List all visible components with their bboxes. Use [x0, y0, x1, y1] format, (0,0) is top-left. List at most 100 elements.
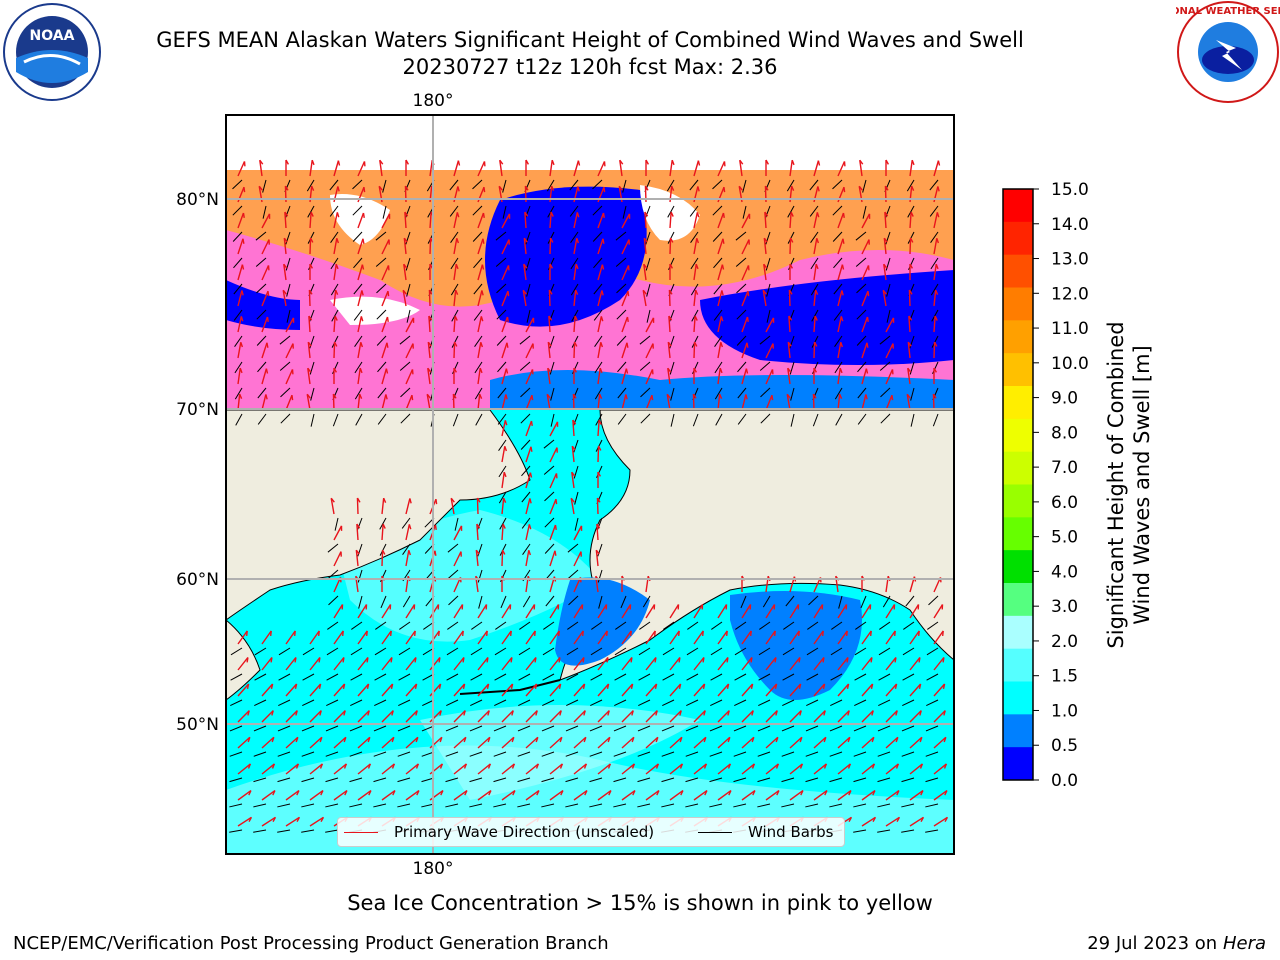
wave-direction-arrow: [813, 763, 827, 775]
wave-direction-arrow: [402, 290, 407, 307]
wave-arrow-head: [747, 291, 750, 297]
wave-arrow-head: [343, 763, 348, 769]
wind-barb: [401, 517, 411, 529]
wave-direction-arrow: [525, 657, 537, 671]
wave-direction-arrow: [837, 604, 848, 619]
wave-direction-arrow: [525, 317, 535, 333]
wave-direction-arrow: [861, 683, 874, 697]
wave-arrow-head: [507, 291, 510, 297]
wind-barb: [786, 179, 795, 192]
wind-barb: [853, 803, 867, 808]
wave-arrow-head: [771, 395, 774, 401]
wave-direction-arrow: [813, 341, 816, 359]
wave-direction-arrow: [813, 212, 819, 229]
wave-direction-arrow: [813, 238, 818, 255]
wave-arrow-head: [752, 790, 756, 796]
wind-barb: [327, 621, 339, 630]
wave-direction-arrow: [837, 238, 844, 255]
wind-barb: [280, 413, 291, 424]
wind-barb: [570, 231, 579, 243]
wind-barb: [543, 465, 555, 475]
wave-direction-arrow: [333, 710, 346, 723]
wave-arrow-head: [848, 790, 852, 796]
wave-arrow-head: [763, 263, 768, 269]
wave-arrow-head: [270, 657, 273, 663]
wind-barb: [692, 413, 699, 427]
wind-barb: [715, 413, 723, 426]
wave-direction-arrow: [813, 736, 827, 749]
wind-barb: [473, 257, 483, 269]
wind-barb: [570, 257, 579, 270]
wave-direction-arrow: [717, 212, 725, 229]
wave-direction-arrow: [501, 790, 516, 801]
wave-arrow-head: [390, 657, 393, 663]
wave-arrow-head: [727, 763, 732, 769]
legend-barb-label: Wind Barbs: [748, 823, 834, 841]
wave-direction-arrow: [621, 604, 632, 619]
wind-barb: [882, 595, 891, 608]
wind-barb: [733, 777, 747, 783]
wind-barb: [307, 205, 315, 218]
wind-barb: [931, 309, 939, 322]
wind-barb: [737, 387, 747, 399]
wind-barb: [594, 387, 603, 400]
wave-direction-arrow: [789, 763, 803, 775]
wave-direction-arrow: [645, 657, 657, 671]
wind-barb: [686, 699, 699, 707]
wind-barb: [646, 283, 651, 297]
wave-arrow-head: [671, 185, 675, 191]
wave-direction-arrow: [405, 790, 420, 801]
footer-date: 29 Jul 2023 on Hera: [1087, 933, 1266, 954]
wind-barb: [615, 257, 627, 267]
wave-arrow-head: [695, 263, 699, 270]
wave-arrow-head: [695, 289, 699, 295]
colorbar-label-line1: Significant Height of Combined: [1104, 321, 1128, 648]
wind-barb: [446, 699, 459, 707]
wind-barb: [326, 673, 339, 681]
wind-barb: [668, 309, 675, 323]
wave-direction-arrow: [788, 315, 791, 333]
wave-direction-arrow: [573, 657, 585, 671]
wave-arrow-head: [504, 446, 508, 452]
wave-direction-arrow: [501, 446, 506, 463]
wave-arrow-head: [524, 185, 529, 191]
wave-direction-arrow: [693, 710, 706, 723]
wave-arrow-head: [570, 497, 575, 503]
wave-direction-arrow: [381, 290, 389, 307]
wave-arrow-head: [582, 683, 586, 690]
wave-direction-arrow: [693, 630, 704, 645]
wave-direction-arrow: [596, 523, 599, 541]
wave-direction-arrow: [813, 710, 826, 723]
wave-arrow-head: [870, 683, 874, 690]
wave-direction-arrow: [885, 630, 896, 645]
wind-barb: [230, 647, 243, 656]
wave-arrow-head: [487, 763, 492, 769]
wave-direction-arrow: [429, 683, 442, 697]
wind-barb: [597, 569, 603, 583]
wind-barb: [253, 777, 267, 783]
wind-barb: [375, 621, 387, 630]
wave-arrow-head: [391, 763, 396, 769]
wind-barb: [277, 725, 291, 732]
wind-barb: [855, 257, 867, 267]
colorbar-swatch: [1003, 583, 1033, 617]
wave-direction-arrow: [547, 368, 551, 385]
wave-direction-arrow: [909, 630, 920, 645]
wave-arrow-head: [505, 394, 508, 400]
wind-barb: [278, 673, 291, 681]
wind-barb: [402, 543, 411, 555]
wind-barb: [517, 803, 531, 808]
wind-barb: [712, 205, 723, 216]
wind-barb: [685, 725, 699, 732]
wind-barb: [830, 699, 843, 707]
wave-arrow-head: [271, 737, 275, 743]
wind-barb: [332, 413, 339, 427]
wind-barb: [521, 491, 531, 503]
wave-direction-arrow: [787, 368, 791, 385]
wave-direction-arrow: [885, 683, 898, 697]
wind-barb: [862, 205, 867, 219]
wind-barb: [354, 361, 363, 374]
wave-direction-arrow: [333, 264, 337, 281]
wind-barb: [829, 751, 843, 757]
wave-direction-arrow: [787, 342, 791, 359]
